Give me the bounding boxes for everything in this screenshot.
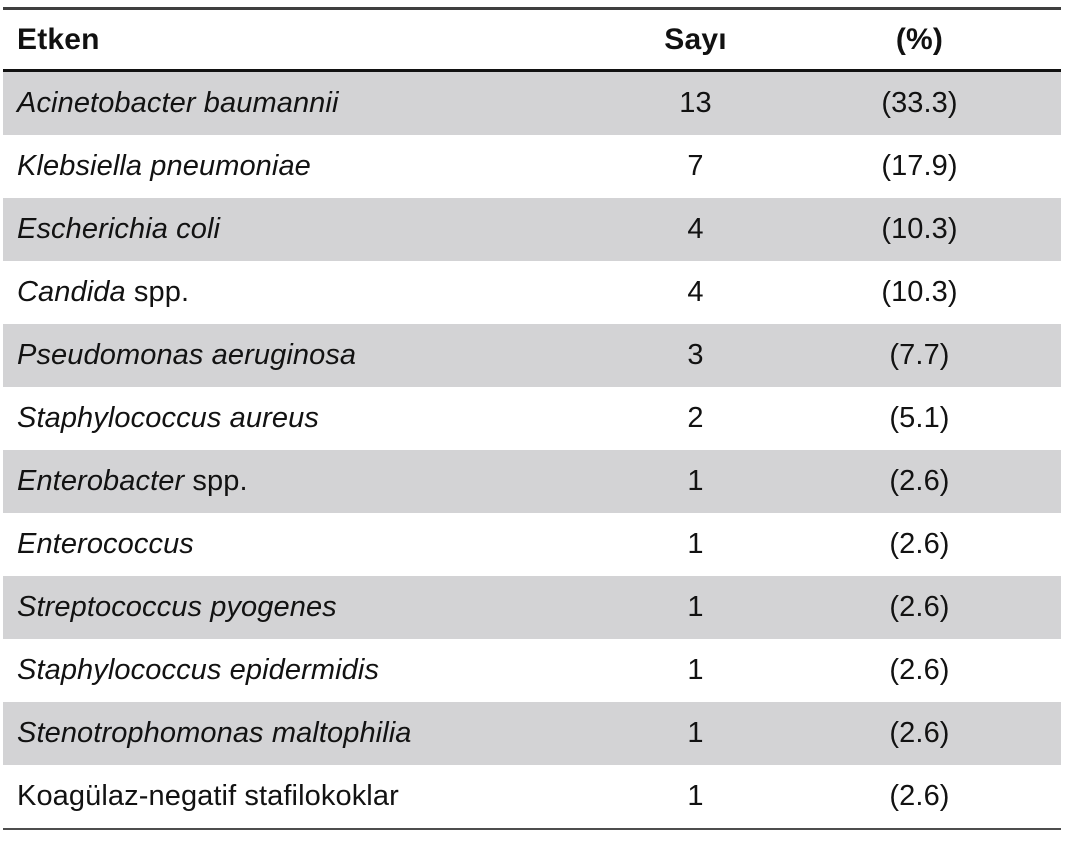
agent-cell: Koagülaz-negatif stafilokoklar xyxy=(3,765,613,829)
agent-name-italic: Escherichia coli xyxy=(17,213,221,245)
table-row: Candida spp. 4 (10.3) xyxy=(3,261,1061,324)
count-cell: 1 xyxy=(613,702,778,765)
agent-cell: Enterobacter spp. xyxy=(3,450,613,513)
percent-cell: (10.3) xyxy=(778,261,1061,324)
agent-cell: Escherichia coli xyxy=(3,198,613,261)
agent-name-italic: Pseudomonas aeruginosa xyxy=(17,339,357,371)
count-cell: 7 xyxy=(613,135,778,198)
percent-cell: (2.6) xyxy=(778,639,1061,702)
table-row: Koagülaz-negatif stafilokoklar 1 (2.6) xyxy=(3,765,1061,829)
agent-name-plain: Koagülaz-negatif stafilokoklar xyxy=(17,780,399,812)
agent-cell: Klebsiella pneumoniae xyxy=(3,135,613,198)
agent-cell: Pseudomonas aeruginosa xyxy=(3,324,613,387)
count-cell: 1 xyxy=(613,639,778,702)
table-row: Enterococcus 1 (2.6) xyxy=(3,513,1061,576)
agent-name-italic: Streptococcus pyogenes xyxy=(17,591,337,623)
agent-cell: Acinetobacter baumannii xyxy=(3,70,613,135)
count-cell: 13 xyxy=(613,70,778,135)
agent-name-italic: Staphylococcus aureus xyxy=(17,402,319,434)
agent-name-italic: Klebsiella pneumoniae xyxy=(17,150,311,182)
table-row: Klebsiella pneumoniae 7 (17.9) xyxy=(3,135,1061,198)
percent-cell: (5.1) xyxy=(778,387,1061,450)
count-cell: 2 xyxy=(613,387,778,450)
pathogen-table-container: Etken Sayı (%) Acinetobacter baumannii 13… xyxy=(3,7,1061,830)
percent-cell: (17.9) xyxy=(778,135,1061,198)
table-header: Etken Sayı (%) xyxy=(3,8,1061,72)
table-row: Acinetobacter baumannii 13 (33.3) xyxy=(3,70,1061,135)
column-header-percent: (%) xyxy=(778,8,1061,72)
percent-cell: (2.6) xyxy=(778,702,1061,765)
pathogen-table: Etken Sayı (%) Acinetobacter baumannii 13… xyxy=(3,7,1061,830)
table-row: Streptococcus pyogenes 1 (2.6) xyxy=(3,576,1061,639)
table-row: Escherichia coli 4 (10.3) xyxy=(3,198,1061,261)
percent-cell: (33.3) xyxy=(778,70,1061,135)
table-row: Enterobacter spp. 1 (2.6) xyxy=(3,450,1061,513)
count-cell: 4 xyxy=(613,198,778,261)
agent-cell: Streptococcus pyogenes xyxy=(3,576,613,639)
table-body: Acinetobacter baumannii 13 (33.3) Klebsiell… xyxy=(3,70,1061,829)
agent-name-italic: Staphylococcus epidermidis xyxy=(17,654,380,686)
count-cell: 1 xyxy=(613,450,778,513)
table-row: Staphylococcus epidermidis 1 (2.6) xyxy=(3,639,1061,702)
percent-cell: (10.3) xyxy=(778,198,1061,261)
count-cell: 1 xyxy=(613,513,778,576)
agent-name-italic: Enterococcus xyxy=(17,528,194,560)
agent-cell: Staphylococcus aureus xyxy=(3,387,613,450)
agent-name-plain: spp. xyxy=(184,465,248,497)
agent-name-italic: Enterobacter xyxy=(17,465,185,497)
agent-cell: Candida spp. xyxy=(3,261,613,324)
table-row: Staphylococcus aureus 2 (5.1) xyxy=(3,387,1061,450)
count-cell: 3 xyxy=(613,324,778,387)
agent-cell: Stenotrophomonas maltophilia xyxy=(3,702,613,765)
column-header-count: Sayı xyxy=(613,8,778,72)
agent-name-italic: Stenotrophomonas maltophilia xyxy=(17,717,412,749)
percent-cell: (2.6) xyxy=(778,513,1061,576)
percent-cell: (7.7) xyxy=(778,324,1061,387)
header-row: Etken Sayı (%) xyxy=(3,8,1061,72)
percent-cell: (2.6) xyxy=(778,450,1061,513)
agent-cell: Enterococcus xyxy=(3,513,613,576)
count-cell: 1 xyxy=(613,576,778,639)
percent-cell: (2.6) xyxy=(778,576,1061,639)
column-header-agent: Etken xyxy=(3,8,613,72)
table-row: Stenotrophomonas maltophilia 1 (2.6) xyxy=(3,702,1061,765)
agent-name-plain: spp. xyxy=(125,276,190,308)
count-cell: 4 xyxy=(613,261,778,324)
agent-name-italic: Candida xyxy=(17,276,126,308)
agent-cell: Staphylococcus epidermidis xyxy=(3,639,613,702)
percent-cell: (2.6) xyxy=(778,765,1061,829)
table-row: Pseudomonas aeruginosa 3 (7.7) xyxy=(3,324,1061,387)
count-cell: 1 xyxy=(613,765,778,829)
agent-name-italic: Acinetobacter baumannii xyxy=(17,87,339,119)
